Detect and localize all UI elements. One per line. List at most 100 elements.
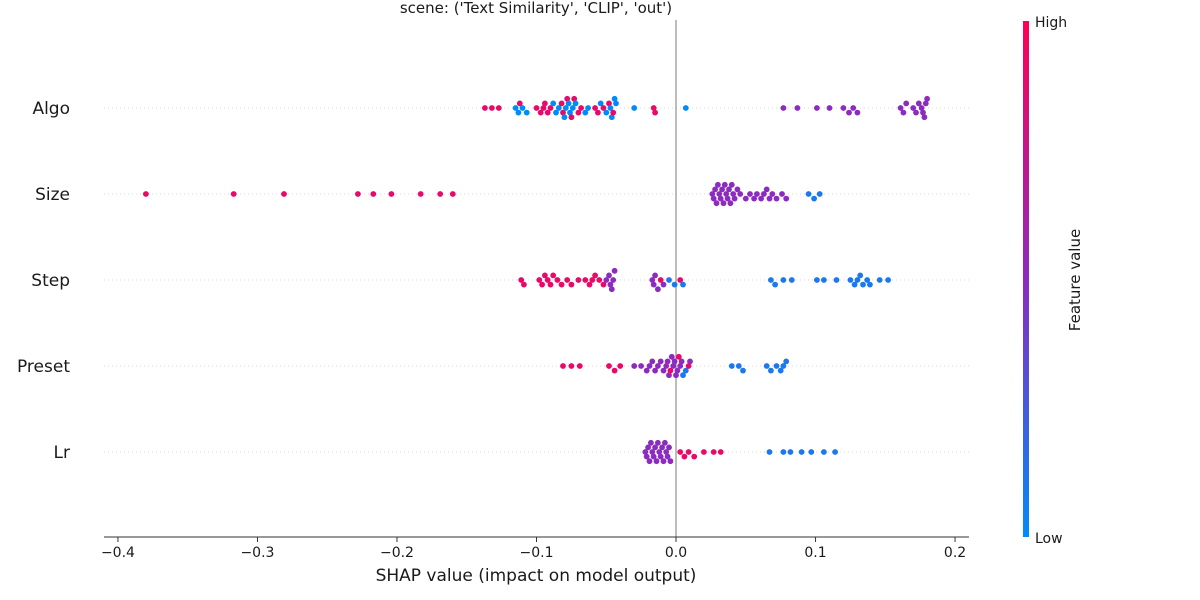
point-size-34 [763,186,770,193]
point-lr-10 [656,449,663,455]
point-size-19 [723,191,730,197]
point-algo-6 [519,105,526,111]
point-algo-4 [515,109,522,116]
point-step-2 [536,277,543,283]
point-algo-27 [572,100,579,107]
point-step-39 [814,277,820,283]
point-preset-11 [652,367,658,374]
point-preset-5 [617,363,624,369]
point-algo-52 [846,109,852,116]
point-preset-4 [611,367,618,374]
point-lr-1 [643,453,650,460]
point-size-29 [747,191,753,197]
point-lr-7 [652,444,658,451]
point-algo-39 [608,114,615,121]
point-step-4 [542,272,548,279]
point-algo-53 [850,105,857,111]
point-size-20 [724,195,731,202]
point-step-31 [666,277,672,283]
point-preset-26 [678,358,685,365]
point-size-18 [721,181,728,188]
point-lr-5 [649,449,656,455]
feature-labels: Algo Size Step Preset Lr [17,99,70,463]
point-algo-43 [631,105,638,111]
point-size-22 [727,200,734,207]
x-tick-label-2: −0.2 [380,545,414,561]
point-lr-32 [832,449,838,455]
point-size-31 [754,191,760,197]
point-lr-9 [655,439,661,446]
point-preset-29 [685,363,692,369]
x-axis-label: SHAP value (impact on model output) [376,566,697,586]
point-preset-32 [735,363,742,369]
point-size-11 [712,186,718,193]
point-preset-6 [631,363,638,369]
point-lr-24 [710,449,717,455]
point-algo-2 [495,105,502,111]
point-size-40 [805,191,812,197]
point-algo-8 [533,105,540,111]
point-lr-0 [642,449,649,455]
point-algo-65 [924,95,930,102]
point-size-8 [449,191,456,197]
point-step-43 [851,281,858,288]
point-algo-56 [900,109,907,116]
point-preset-27 [680,372,686,379]
point-preset-23 [674,367,681,374]
point-algo-16 [555,105,562,111]
point-algo-18 [560,109,566,116]
point-preset-36 [773,363,780,369]
point-step-21 [607,281,614,288]
point-preset-9 [646,363,653,369]
point-algo-61 [918,105,925,111]
point-preset-2 [576,363,583,369]
point-lr-12 [659,444,665,451]
point-algo-5 [516,100,523,107]
point-lr-29 [798,449,805,455]
point-algo-41 [611,95,618,102]
feature-label-step: Step [31,271,70,291]
x-tick-label-5: 0.1 [804,545,826,561]
point-size-42 [816,191,823,197]
point-algo-29 [578,105,584,111]
point-algo-59 [913,109,919,116]
point-lr-8 [653,458,660,465]
point-step-40 [821,277,827,283]
point-algo-24 [568,114,575,121]
point-size-5 [388,191,395,197]
point-lr-19 [677,449,684,455]
point-algo-37 [606,100,612,107]
feature-label-size: Size [35,185,70,205]
point-step-44 [854,277,861,283]
point-preset-19 [668,353,675,360]
point-algo-51 [840,105,847,111]
point-algo-14 [550,100,557,107]
point-algo-31 [585,105,591,111]
point-algo-46 [682,105,689,111]
point-step-42 [847,277,854,283]
point-size-4 [370,191,377,197]
point-algo-48 [794,105,801,111]
point-step-17 [596,277,603,283]
feature-label-lr: Lr [54,443,70,463]
point-algo-7 [523,109,530,116]
point-algo-30 [582,109,589,116]
chart-title: scene: ('Text Similarity', 'CLIP', 'out'… [400,0,672,17]
point-preset-20 [670,363,677,369]
point-size-36 [769,191,776,197]
point-size-13 [715,181,721,188]
point-algo-17 [558,100,565,107]
point-size-9 [709,191,716,197]
point-size-0 [143,191,149,197]
point-algo-10 [540,105,547,111]
data-points [143,95,930,465]
point-step-33 [677,277,684,283]
point-preset-24 [675,353,682,360]
point-lr-17 [666,444,672,451]
point-preset-31 [728,363,735,369]
point-preset-25 [677,363,684,369]
point-algo-0 [482,105,488,111]
point-preset-8 [643,367,650,374]
point-preset-0 [560,363,566,369]
point-lr-2 [645,444,651,451]
